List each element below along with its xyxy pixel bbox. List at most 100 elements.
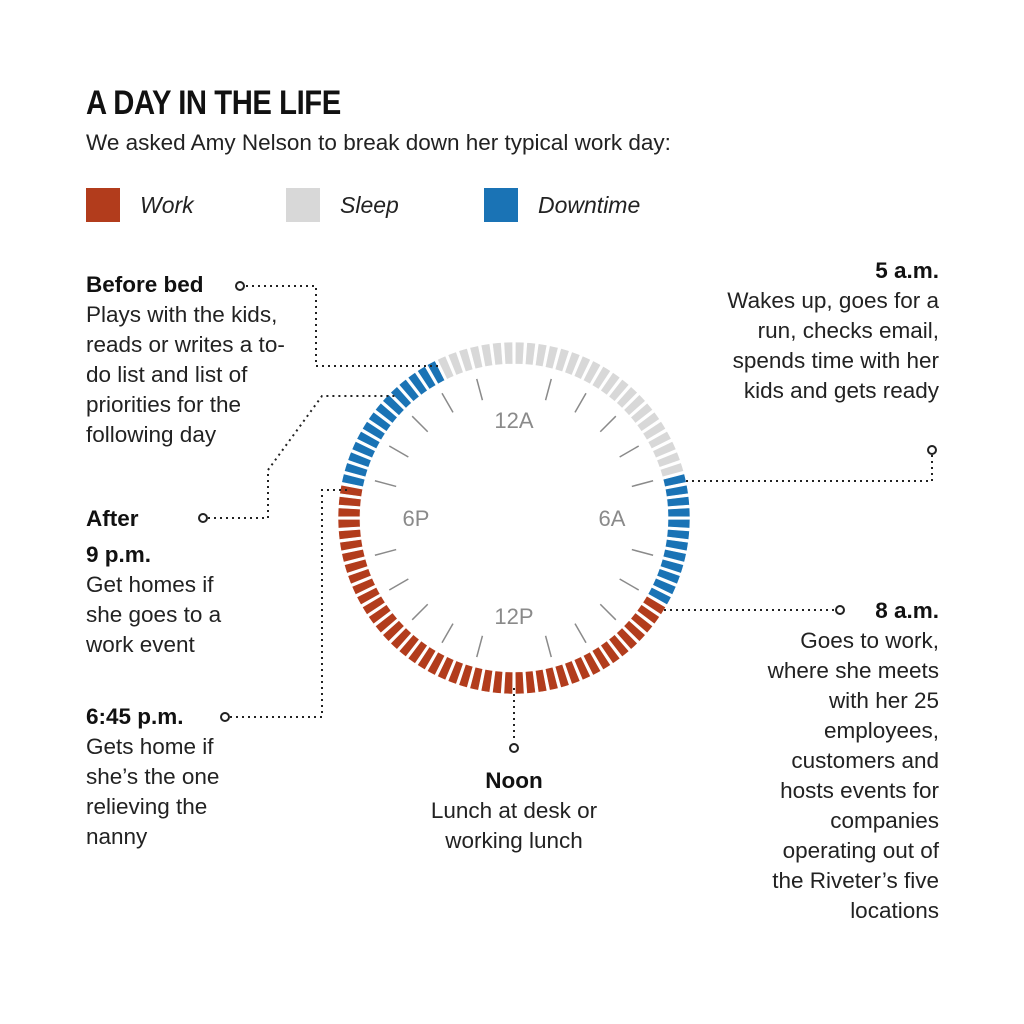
timeline-segment-downtime [667, 518, 691, 529]
annotation-5am-text: Wakes up, goes for a run, checks email, … [727, 288, 939, 403]
timeline-segment-downtime [407, 372, 428, 396]
timeline-segment-sleep [436, 355, 455, 380]
timeline-segment-downtime [652, 577, 677, 596]
timeline-segment-work [503, 671, 514, 695]
hour-tick [374, 480, 397, 488]
timeline-segment-work [374, 612, 398, 634]
timeline-segment-work [480, 668, 494, 693]
legend-swatch-sleep [286, 188, 320, 222]
timeline-segment-work [338, 496, 362, 508]
timeline-segment-downtime [356, 430, 381, 450]
legend-swatch-work [86, 188, 120, 222]
timeline-segment-downtime [390, 386, 412, 409]
hour-tick [619, 578, 640, 591]
timeline-segment-work [343, 558, 369, 574]
timeline-segment-work [600, 640, 621, 664]
timeline-segment-sleep [564, 351, 581, 376]
hour-tick [544, 378, 552, 401]
hour-tick [476, 378, 484, 401]
dot-before-bed [235, 281, 245, 291]
timeline-segment-work [447, 660, 464, 685]
timeline-segment-work [436, 656, 455, 681]
leader-after-9pm [208, 395, 396, 519]
hour-tick [574, 623, 587, 644]
hour-label-6a: 6A [599, 506, 626, 531]
timeline-segment-downtime [656, 568, 681, 585]
timeline-segment-work [416, 646, 437, 671]
annotation-645pm: 6:45 p.m. Gets home if she’s the one rel… [86, 702, 256, 852]
hour-tick [476, 635, 484, 658]
timeline-segment-work [382, 620, 405, 642]
timeline-segment-work [636, 604, 660, 625]
timeline-segment-work [582, 651, 602, 676]
annotation-after-9pm-text: Get homes if she goes to a work event [86, 572, 222, 657]
timeline-segment-sleep [534, 343, 548, 368]
timeline-segment-work [337, 507, 361, 518]
page-subtitle: We asked Amy Nelson to break down her ty… [86, 130, 671, 155]
timeline-segment-downtime [351, 440, 376, 459]
timeline-segment-work [544, 666, 559, 691]
timeline-segment-sleep [600, 372, 621, 396]
timeline-segment-work [426, 651, 446, 676]
annotation-noon-text: Lunch at desk or working lunch [430, 798, 598, 853]
timeline-segment-downtime [664, 538, 689, 552]
annotation-before-bed-heading: Before bed [86, 272, 204, 297]
timeline-segment-downtime [416, 365, 437, 390]
hour-tick [411, 415, 429, 433]
hour-tick [631, 480, 654, 488]
timeline-segment-downtime [664, 484, 689, 498]
timeline-segment-work [339, 538, 364, 552]
timeline-segment-downtime [666, 496, 690, 508]
timeline-segment-sleep [656, 451, 681, 468]
annotation-8am-heading: 8 a.m. [875, 598, 939, 623]
timeline-segment-work [630, 612, 654, 634]
timeline-segment-work [368, 604, 392, 625]
timeline-segment-sleep [623, 394, 646, 416]
timeline-segment-sleep [659, 462, 685, 478]
timeline-segment-sleep [524, 342, 536, 366]
annotation-645pm-heading: 6:45 p.m. [86, 704, 184, 729]
timeline-segment-sleep [503, 341, 514, 365]
dot-5am [927, 445, 937, 455]
timeline-segment-downtime [662, 548, 687, 563]
hour-tick [599, 603, 617, 621]
timeline-segment-work [341, 548, 366, 563]
annotation-noon-heading: Noon [485, 768, 543, 793]
annotation-5am: 5 a.m. Wakes up, goes for a run, checks … [718, 256, 939, 406]
timeline-segment-work [564, 660, 581, 685]
timeline-segment-sleep [554, 347, 570, 373]
timeline-segment-downtime [398, 378, 420, 402]
timeline-segment-downtime [361, 420, 386, 441]
timeline-segment-downtime [382, 394, 405, 416]
timeline-segment-work [554, 663, 570, 689]
timeline-segment-work [390, 627, 412, 650]
timeline-segment-downtime [347, 451, 372, 468]
hour-tick [574, 392, 587, 413]
timeline-segment-sleep [492, 342, 504, 366]
timeline-segment-sleep [608, 378, 630, 402]
hour-label-12p: 12P [494, 604, 533, 629]
timeline-segment-work [524, 670, 536, 694]
legend-label-downtime: Downtime [538, 192, 641, 218]
annotation-8am-text: Goes to work, where she meets with her 2… [767, 628, 939, 923]
hour-tick [388, 445, 409, 458]
annotation-noon: Noon Lunch at desk or working lunch [404, 766, 624, 856]
timeline-segment-sleep [642, 420, 667, 441]
timeline-segment-downtime [662, 473, 687, 488]
timeline-segment-work [573, 656, 592, 681]
timeline-segment-work [347, 568, 372, 585]
timeline-segment-sleep [480, 343, 494, 368]
legend-label-sleep: Sleep [340, 192, 399, 218]
timeline-segment-sleep [544, 345, 559, 370]
timeline-segment-work [514, 671, 525, 695]
hour-tick [631, 548, 654, 556]
timeline-segment-work [407, 640, 428, 664]
timeline-segment-work [337, 518, 361, 529]
timeline-segment-work [591, 646, 612, 671]
hour-tick [619, 445, 640, 458]
timeline-segment-downtime [667, 507, 691, 518]
timeline-segment-sleep [573, 355, 592, 380]
annotation-before-bed-text: Plays with the kids, reads or writes a t… [86, 302, 285, 447]
